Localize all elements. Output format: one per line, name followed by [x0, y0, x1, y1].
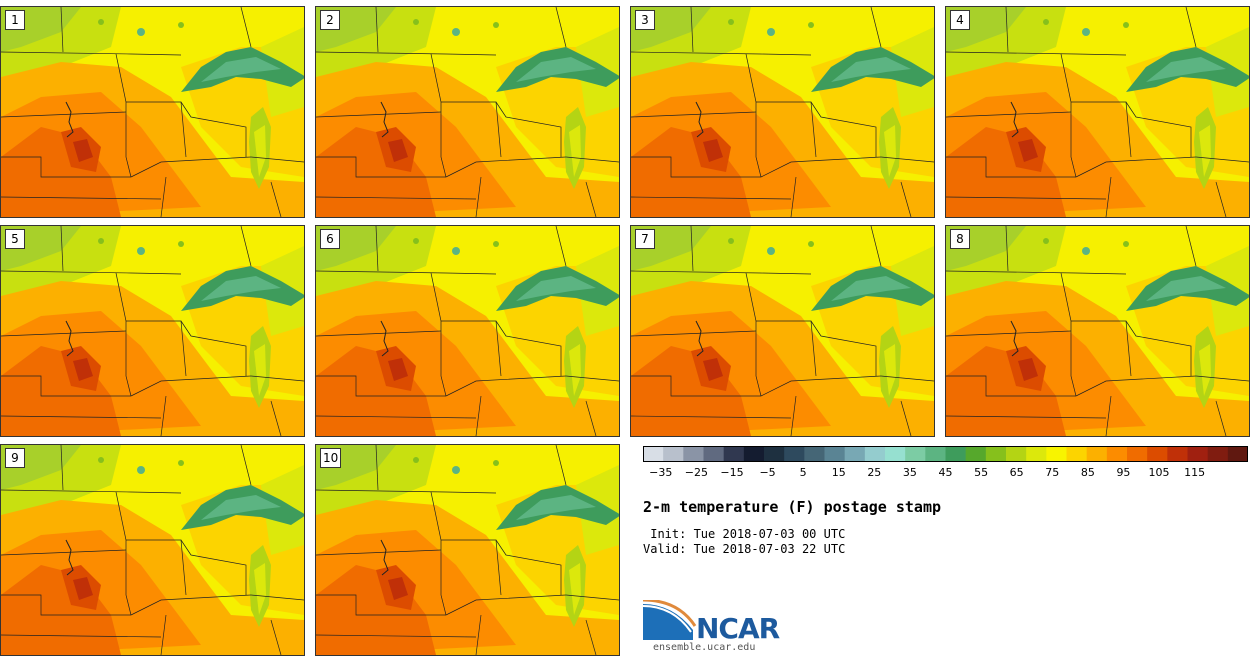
member-number: 8	[950, 229, 970, 249]
colorbar-tick-label: 105	[1148, 466, 1170, 479]
colorbar-tick-label: 75	[1045, 466, 1060, 479]
valid-time: Valid: Tue 2018-07-03 22 UTC	[643, 542, 846, 556]
ensemble-panel-3: 3	[630, 6, 935, 218]
colorbar-swatch	[1147, 446, 1168, 462]
site-url: ensemble.ucar.edu	[653, 642, 756, 653]
colorbar-tick-label: 95	[1116, 466, 1131, 479]
init-time: Init: Tue 2018-07-03 00 UTC	[643, 527, 846, 541]
ensemble-panel-1: 1	[0, 6, 305, 218]
colorbar-swatch	[1227, 446, 1248, 462]
colorbar-swatch	[723, 446, 745, 462]
member-number: 7	[635, 229, 655, 249]
member-number: 6	[320, 229, 340, 249]
member-number: 4	[950, 10, 970, 30]
ensemble-panel-10: 10	[315, 444, 620, 656]
ncar-logo-icon	[643, 600, 697, 640]
member-number: 3	[635, 10, 655, 30]
colorbar-swatch	[663, 446, 684, 462]
colorbar-tick-label: −35	[649, 466, 673, 479]
ensemble-panel-2: 2	[315, 6, 620, 218]
colorbar-swatch	[1006, 446, 1027, 462]
colorbar-swatch	[1127, 446, 1148, 462]
ensemble-panel-5: 5	[0, 225, 305, 437]
colorbar-swatch	[925, 446, 946, 462]
colorbar-tick-label: −25	[684, 466, 708, 479]
colorbar-swatch	[1207, 446, 1229, 462]
member-number: 1	[5, 10, 25, 30]
colorbar-swatch	[804, 446, 825, 462]
member-number: 5	[5, 229, 25, 249]
colorbar-tick-label: 85	[1080, 466, 1095, 479]
colorbar-swatch	[1046, 446, 1067, 462]
colorbar-tick-label: 55	[974, 466, 989, 479]
colorbar-swatch	[905, 446, 926, 462]
colorbar-swatch	[1106, 446, 1128, 462]
colorbar-tick-label: 115	[1184, 466, 1206, 479]
ensemble-panel-6: 6	[315, 225, 620, 437]
temperature-colorbar	[643, 446, 1248, 462]
colorbar-tick-labels: −35 −25 −15 −5 5 15 25 35 45 55 65 75 85 95 105 115	[643, 466, 1248, 482]
ensemble-panel-4: 4	[945, 6, 1250, 218]
colorbar-swatch	[683, 446, 704, 462]
colorbar-tick-label: 45	[938, 466, 953, 479]
colorbar-swatch	[703, 446, 725, 462]
colorbar-tick-label: −15	[720, 466, 744, 479]
colorbar-swatch	[844, 446, 866, 462]
temperature-map	[946, 226, 1249, 436]
ensemble-panel-8: 8	[945, 225, 1250, 437]
colorbar-swatch	[764, 446, 785, 462]
temperature-map	[316, 445, 619, 655]
colorbar-swatch	[743, 446, 765, 462]
colorbar-swatch	[1026, 446, 1047, 462]
temperature-map	[631, 226, 934, 436]
chart-title: 2-m temperature (F) postage stamp	[643, 498, 942, 516]
time-info: Init: Tue 2018-07-03 00 UTC Valid: Tue 2…	[643, 527, 845, 557]
member-number: 2	[320, 10, 340, 30]
temperature-map	[316, 7, 619, 217]
colorbar-swatch	[1066, 446, 1088, 462]
colorbar-tick-label: 65	[1009, 466, 1024, 479]
temperature-map	[1, 445, 304, 655]
colorbar-swatch	[643, 446, 664, 462]
logo-text: NCAR	[696, 612, 780, 645]
member-number: 10	[320, 448, 342, 468]
colorbar-tick-label: 15	[831, 466, 846, 479]
colorbar-swatch	[1167, 446, 1188, 462]
ensemble-panel-9: 9	[0, 444, 305, 656]
ensemble-panel-7: 7	[630, 225, 935, 437]
colorbar-swatch	[965, 446, 987, 462]
colorbar-swatch	[824, 446, 846, 462]
member-number: 9	[5, 448, 25, 468]
temperature-map	[631, 7, 934, 217]
colorbar-border	[643, 446, 1248, 462]
temperature-map	[316, 226, 619, 436]
temperature-map	[1, 7, 304, 217]
colorbar-tick-label: 25	[867, 466, 882, 479]
colorbar-swatch	[1086, 446, 1108, 462]
colorbar-swatch	[1187, 446, 1209, 462]
colorbar-swatch	[885, 446, 906, 462]
colorbar-swatch	[864, 446, 886, 462]
colorbar-tick-label: −5	[759, 466, 776, 479]
colorbar-swatch	[784, 446, 805, 462]
temperature-map	[946, 7, 1249, 217]
colorbar-swatch	[945, 446, 967, 462]
colorbar-tick-label: 35	[902, 466, 917, 479]
colorbar-tick-label: 5	[799, 466, 807, 479]
colorbar-swatch	[985, 446, 1007, 462]
temperature-map	[1, 226, 304, 436]
